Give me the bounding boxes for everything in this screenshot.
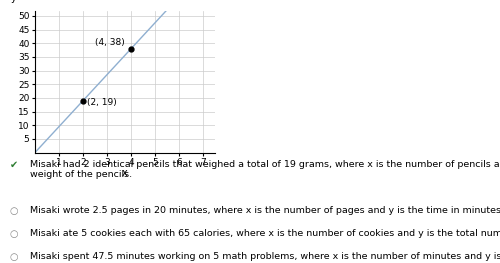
Text: ✔: ✔ [10, 160, 18, 170]
Text: Misaki had 2 identical pencils that weighed a total of 19 grams, where x is the : Misaki had 2 identical pencils that weig… [30, 160, 500, 179]
Text: Misaki wrote 2.5 pages in 20 minutes, where x is the number of pages and y is th: Misaki wrote 2.5 pages in 20 minutes, wh… [30, 206, 500, 215]
Text: Misaki spent 47.5 minutes working on 5 math problems, where x is the number of m: Misaki spent 47.5 minutes working on 5 m… [30, 252, 500, 263]
Text: y: y [10, 0, 16, 3]
X-axis label: x: x [122, 169, 128, 179]
Text: (2, 19): (2, 19) [86, 98, 117, 107]
Text: ○: ○ [10, 229, 18, 239]
Text: ○: ○ [10, 206, 18, 216]
Text: Misaki ate 5 cookies each with 65 calories, where x is the number of cookies and: Misaki ate 5 cookies each with 65 calori… [30, 229, 500, 238]
Text: ○: ○ [10, 252, 18, 262]
Text: (4, 38): (4, 38) [95, 38, 125, 47]
